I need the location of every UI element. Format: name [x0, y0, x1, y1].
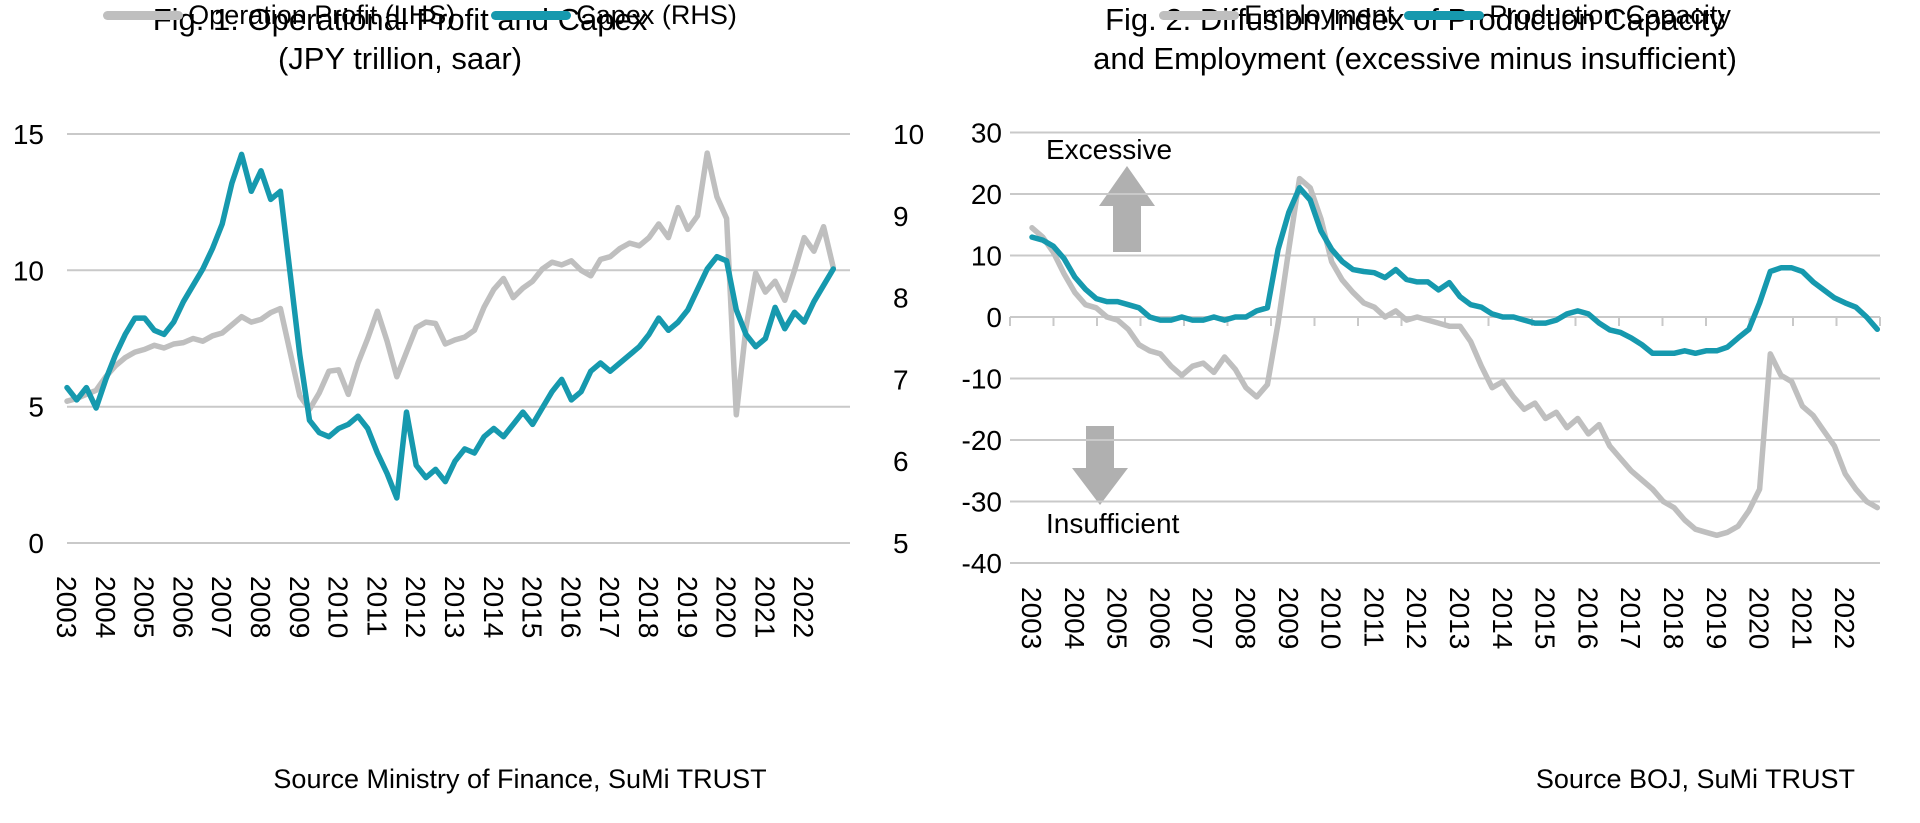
svg-text:2022: 2022	[1829, 587, 1860, 649]
svg-text:2011: 2011	[1358, 587, 1389, 647]
svg-text:20: 20	[971, 179, 1002, 210]
svg-text:2012: 2012	[1401, 587, 1432, 649]
svg-text:2018: 2018	[633, 576, 664, 638]
svg-text:2003: 2003	[1016, 587, 1047, 649]
svg-text:7: 7	[893, 364, 909, 395]
svg-text:10: 10	[893, 119, 924, 150]
svg-text:5: 5	[893, 528, 909, 559]
legend-item-capex: Capex (RHS)	[491, 0, 737, 31]
operation-profit-line-swatch	[103, 11, 184, 20]
svg-text:2009: 2009	[1273, 587, 1304, 649]
svg-text:2009: 2009	[284, 576, 315, 638]
legend-item-employment: Employment	[1159, 0, 1394, 31]
svg-text:2020: 2020	[711, 576, 742, 638]
svg-text:2018: 2018	[1658, 587, 1689, 649]
svg-text:30: 30	[971, 118, 1002, 149]
legend-label-production-capacity: Production Capacity	[1489, 0, 1731, 30]
svg-text:-20: -20	[962, 425, 1002, 456]
svg-text:2022: 2022	[788, 576, 819, 638]
svg-text:2016: 2016	[1572, 587, 1603, 649]
svg-text:2021: 2021	[1786, 587, 1817, 649]
fig1-source: Source Ministry of Finance, SuMi TRUST	[273, 764, 767, 794]
svg-text:2014: 2014	[1487, 587, 1518, 649]
fig2-annotation-excessive: Excessive	[1046, 134, 1173, 165]
fig2-x-axis-labels: 2003 2004 2005 2006 2007 2008 2009 2010 2011 2012…	[1016, 587, 1860, 649]
fig1-left-axis-labels: 15 10 5 0	[13, 119, 44, 559]
svg-text:2019: 2019	[672, 576, 703, 638]
svg-text:2006: 2006	[1144, 587, 1175, 649]
fig1-series-operation-profit-lhs	[64, 150, 837, 418]
legend-item-operation-profit: Operation Profit (LHS)	[103, 0, 455, 31]
svg-text:2008: 2008	[1230, 587, 1261, 649]
fig1-series-capex-rhs	[64, 151, 837, 501]
svg-text:10: 10	[971, 241, 1002, 272]
svg-text:2005: 2005	[1102, 587, 1133, 649]
svg-text:-40: -40	[962, 548, 1002, 579]
svg-text:2006: 2006	[167, 576, 198, 638]
svg-text:2011: 2011	[361, 576, 392, 636]
svg-text:2013: 2013	[1444, 587, 1475, 649]
svg-text:2014: 2014	[478, 576, 509, 638]
fig1-right-axis-labels: 10 9 8 7 6 5	[893, 119, 924, 559]
fig2-annotation-insufficient: Insufficient	[1046, 508, 1180, 539]
fig1-x-axis-labels: 2003 2004 2005 2006 2007 2008 2009 2010 2011 2012…	[51, 576, 819, 638]
fig1-legend: Operation Profit (LHS) Capex (RHS)	[0, 0, 840, 31]
svg-text:2010: 2010	[1316, 587, 1347, 649]
svg-text:8: 8	[893, 283, 909, 314]
svg-text:2004: 2004	[90, 576, 121, 638]
fig1-title-line2: (JPY trillion, saar)	[277, 41, 523, 76]
svg-text:2008: 2008	[245, 576, 276, 638]
legend-label-operation-profit: Operation Profit (LHS)	[188, 0, 456, 30]
svg-text:10: 10	[13, 255, 44, 286]
svg-text:-30: -30	[962, 487, 1002, 518]
fig2-title-line2: and Employment (excessive minus insuffic…	[1093, 41, 1737, 76]
fig2-series-employment	[1029, 175, 1881, 539]
legend-label-employment: Employment	[1244, 0, 1395, 30]
svg-text:2005: 2005	[129, 576, 160, 638]
fig2-legend: Employment Production Capacity	[1010, 0, 1880, 31]
svg-text:2016: 2016	[555, 576, 586, 638]
svg-text:0: 0	[986, 302, 1002, 333]
fig2-title: Fig. 2. Diffusion Index of Production Ca…	[910, 0, 1920, 78]
up-arrow-icon	[1099, 166, 1155, 252]
fig1-gridlines	[67, 133, 850, 544]
svg-text:2017: 2017	[1615, 587, 1646, 649]
svg-text:6: 6	[893, 446, 909, 477]
svg-text:2015: 2015	[517, 576, 548, 638]
svg-text:9: 9	[893, 201, 909, 232]
svg-text:2020: 2020	[1744, 587, 1775, 649]
svg-text:2015: 2015	[1530, 587, 1561, 649]
fig2-left-axis-labels: 30 20 10 0 -10 -20 -30 -40	[962, 118, 1002, 580]
svg-text:2021: 2021	[749, 576, 780, 638]
svg-text:2013: 2013	[439, 576, 470, 638]
svg-text:15: 15	[13, 119, 44, 150]
legend-label-capex: Capex (RHS)	[576, 0, 737, 30]
svg-text:2017: 2017	[594, 576, 625, 638]
employment-line-swatch	[1159, 11, 1240, 20]
fig2-series-production-capacity	[1029, 185, 1881, 357]
production-capacity-line-swatch	[1404, 11, 1485, 20]
svg-text:-10: -10	[962, 364, 1002, 395]
svg-text:0: 0	[28, 528, 44, 559]
fig2-source: Source BOJ, SuMi TRUST	[1535, 764, 1855, 794]
down-arrow-icon	[1072, 426, 1128, 505]
svg-text:5: 5	[28, 392, 44, 423]
svg-text:2003: 2003	[51, 576, 82, 638]
capex-line-swatch	[491, 11, 572, 20]
svg-text:2007: 2007	[1187, 587, 1218, 649]
svg-text:2004: 2004	[1059, 587, 1090, 649]
svg-text:2012: 2012	[400, 576, 431, 638]
legend-item-production-capacity: Production Capacity	[1404, 0, 1731, 31]
svg-text:2010: 2010	[323, 576, 354, 638]
svg-text:2019: 2019	[1701, 587, 1732, 649]
svg-text:2007: 2007	[206, 576, 237, 638]
